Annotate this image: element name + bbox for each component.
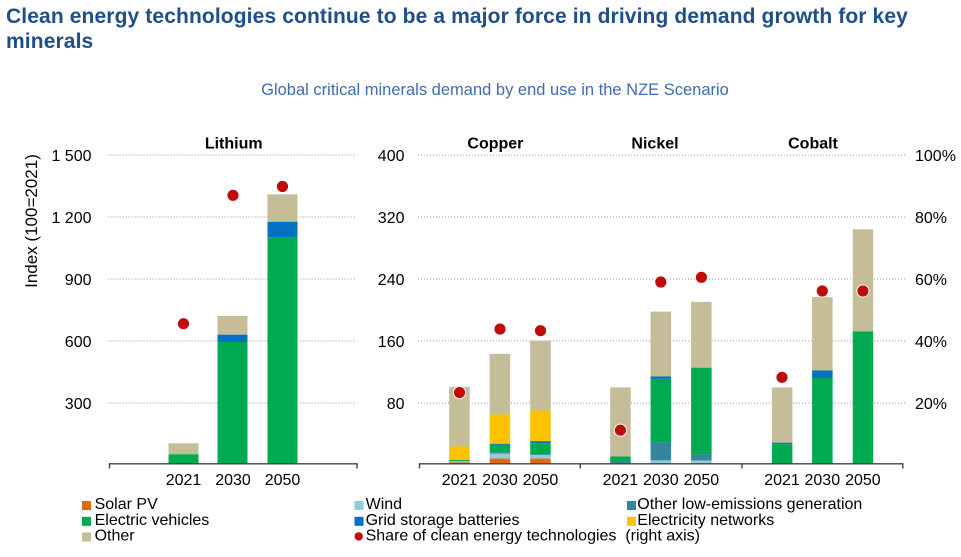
svg-text:2021: 2021 (166, 472, 202, 489)
svg-text:400: 400 (378, 148, 405, 165)
svg-text:2021: 2021 (442, 472, 478, 489)
svg-text:320: 320 (378, 210, 405, 227)
svg-text:600: 600 (65, 334, 92, 351)
svg-text:Copper: Copper (467, 136, 523, 153)
svg-text:100%: 100% (915, 148, 956, 165)
svg-text:80%: 80% (915, 210, 947, 227)
svg-text:80: 80 (387, 396, 405, 413)
svg-text:Lithium: Lithium (205, 136, 263, 153)
svg-text:Other: Other (95, 528, 136, 545)
svg-text:2021: 2021 (603, 472, 639, 489)
svg-text:1 200: 1 200 (51, 210, 91, 227)
svg-text:2050: 2050 (845, 472, 881, 489)
svg-text:2021: 2021 (764, 472, 800, 489)
svg-text:2030: 2030 (215, 472, 251, 489)
svg-text:Nickel: Nickel (631, 136, 678, 153)
svg-text:Other low-emissions generation: Other low-emissions generation (637, 496, 862, 513)
svg-text:2030: 2030 (805, 472, 841, 489)
svg-text:60%: 60% (915, 272, 947, 289)
svg-text:Solar PV: Solar PV (95, 496, 158, 513)
svg-text:240: 240 (378, 272, 405, 289)
svg-text:40%: 40% (915, 334, 947, 351)
svg-text:Cobalt: Cobalt (788, 136, 838, 153)
svg-text:1 500: 1 500 (51, 148, 91, 165)
svg-text:900: 900 (65, 272, 92, 289)
svg-text:2050: 2050 (684, 472, 720, 489)
svg-text:Grid storage batteries: Grid storage batteries (366, 512, 520, 529)
svg-text:2050: 2050 (265, 472, 301, 489)
svg-text:300: 300 (65, 396, 92, 413)
svg-text:Index (100=2021): Index (100=2021) (22, 154, 41, 288)
svg-text:2030: 2030 (643, 472, 679, 489)
svg-text:Electricity networks: Electricity networks (637, 512, 774, 529)
svg-text:160: 160 (378, 334, 405, 351)
svg-text:Electric vehicles: Electric vehicles (95, 512, 210, 529)
svg-text:2030: 2030 (482, 472, 518, 489)
svg-text:2050: 2050 (523, 472, 559, 489)
svg-text:Share of clean energy technolo: Share of clean energy technologies (righ… (366, 528, 700, 545)
svg-text:20%: 20% (915, 396, 947, 413)
svg-text:Wind: Wind (366, 496, 402, 513)
